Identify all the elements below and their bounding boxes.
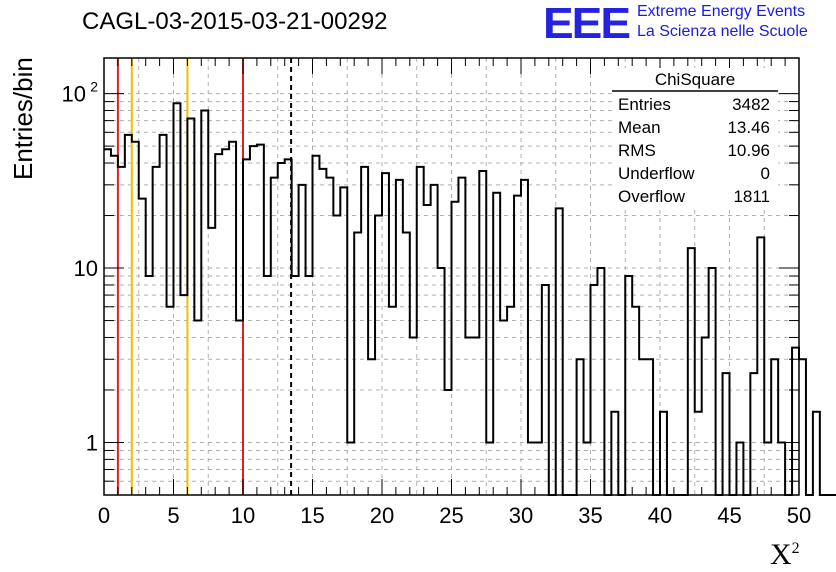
x-axis-label-sup: 2 bbox=[791, 540, 800, 557]
chart-title: CAGL-03-2015-03-21-00292 bbox=[82, 8, 388, 35]
y-tick-label-sup: 2 bbox=[90, 79, 98, 95]
stats-row-value: 0 bbox=[761, 164, 770, 183]
stats-row-value: 1811 bbox=[733, 187, 770, 206]
x-tick-label: 5 bbox=[167, 503, 179, 528]
x-tick-label: 35 bbox=[578, 503, 602, 528]
eee-logo: EEE bbox=[543, 0, 631, 48]
stats-row-label: Underflow bbox=[618, 164, 695, 183]
x-tick-label: 10 bbox=[231, 503, 255, 528]
x-axis-label: X2 bbox=[770, 538, 800, 572]
x-tick-label: 20 bbox=[370, 503, 394, 528]
stats-row-label: RMS bbox=[618, 141, 656, 160]
stats-row-value: 10.96 bbox=[727, 141, 770, 160]
x-tick-label: 40 bbox=[648, 503, 672, 528]
stats-box-rows: Entries 3482 Mean 13.46 RMS 10.96 Underflow 0 Ov… bbox=[618, 95, 770, 206]
stats-box-name: ChiSquare bbox=[655, 70, 735, 89]
y-tick-label: 10 bbox=[74, 256, 98, 281]
stats-row-value: 13.46 bbox=[727, 118, 770, 137]
x-axis-label-base: X bbox=[770, 538, 792, 571]
x-tick-label: 0 bbox=[98, 503, 110, 528]
x-tick-label: 45 bbox=[717, 503, 741, 528]
histogram-series bbox=[104, 102, 836, 496]
stats-row-label: Mean bbox=[618, 118, 661, 137]
x-tick-label: 25 bbox=[439, 503, 463, 528]
stats-row-label: Entries bbox=[618, 95, 671, 114]
x-tick-label: 15 bbox=[300, 503, 324, 528]
x-tick-label: 50 bbox=[787, 503, 811, 528]
y-tick-label: 10 bbox=[62, 82, 86, 107]
stats-row-label: Overflow bbox=[618, 187, 686, 206]
logo-caption-line2: La Scienza nelle Scuole bbox=[637, 23, 808, 40]
logo-caption-line1: Extreme Energy Events bbox=[637, 3, 806, 20]
y-tick-label: 1 bbox=[86, 430, 98, 455]
axis-ticks bbox=[103, 58, 800, 495]
stats-box: ChiSquare Entries 3482 Mean 13.46 RMS 10.96 Un… bbox=[612, 68, 778, 208]
stats-row-value: 3482 bbox=[732, 95, 770, 114]
x-tick-label: 30 bbox=[509, 503, 533, 528]
